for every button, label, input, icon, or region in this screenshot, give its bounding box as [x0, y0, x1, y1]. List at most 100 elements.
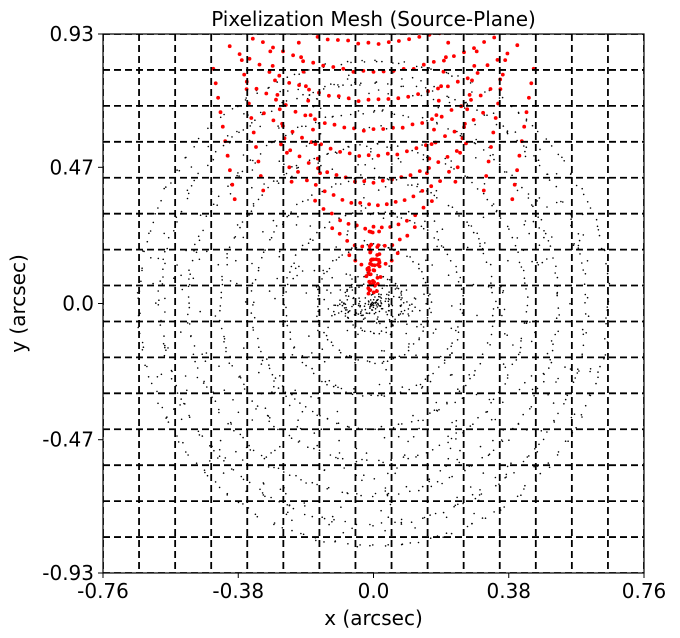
mesh-point — [424, 517, 426, 519]
mesh-point — [292, 354, 294, 356]
mesh-point — [329, 221, 331, 223]
mesh-point — [380, 125, 382, 127]
source-point — [228, 168, 232, 172]
mesh-point — [166, 248, 168, 250]
mesh-point — [377, 304, 379, 306]
source-point — [333, 123, 337, 127]
source-point — [279, 143, 283, 147]
mesh-point — [381, 350, 383, 352]
y-tick-label: -0.93 — [42, 561, 94, 585]
mesh-point — [365, 428, 367, 430]
mesh-point — [399, 356, 401, 358]
mesh-point — [342, 458, 344, 460]
mesh-point — [360, 311, 362, 313]
mesh-point — [160, 200, 162, 202]
mesh-point — [491, 287, 493, 289]
mesh-point — [564, 366, 566, 368]
mesh-point — [387, 83, 389, 85]
mesh-point — [396, 467, 398, 469]
mesh-point — [308, 69, 310, 71]
mesh-point — [342, 492, 344, 494]
mesh-point — [433, 86, 435, 88]
mesh-point — [518, 354, 520, 356]
mesh-point — [372, 525, 374, 527]
mesh-point — [461, 288, 463, 290]
mesh-point — [255, 279, 257, 281]
mesh-point — [327, 339, 329, 341]
source-point — [272, 119, 276, 123]
source-point — [446, 41, 450, 45]
mesh-point — [391, 163, 393, 165]
mesh-point — [411, 150, 413, 152]
mesh-point — [193, 146, 195, 148]
mesh-point — [538, 264, 540, 266]
mesh-point — [285, 307, 287, 309]
mesh-point — [203, 382, 205, 384]
mesh-point — [291, 166, 293, 168]
mesh-point — [385, 545, 387, 547]
mesh-point — [605, 323, 607, 325]
source-point — [489, 145, 493, 149]
mesh-point — [495, 485, 497, 487]
mesh-point — [398, 314, 400, 316]
source-point — [264, 92, 268, 96]
source-point — [436, 160, 440, 164]
mesh-point — [335, 151, 337, 153]
mesh-point — [431, 486, 433, 488]
mesh-point — [376, 306, 378, 308]
mesh-point — [376, 300, 378, 302]
source-point — [369, 230, 373, 234]
mesh-point — [164, 263, 166, 265]
mesh-point — [503, 125, 505, 127]
mesh-point — [398, 436, 400, 438]
mesh-point — [428, 295, 430, 297]
mesh-point — [556, 173, 558, 175]
mesh-point — [294, 74, 296, 76]
source-point — [401, 126, 405, 130]
mesh-point — [165, 417, 167, 419]
mesh-point — [289, 474, 291, 476]
source-point — [509, 0, 513, 4]
mesh-point — [351, 286, 353, 288]
mesh-point — [287, 504, 289, 506]
mesh-point — [221, 292, 223, 294]
mesh-point — [189, 416, 191, 418]
mesh-point — [392, 305, 394, 307]
mesh-point — [312, 516, 314, 518]
mesh-point — [354, 362, 356, 364]
mesh-point — [553, 402, 555, 404]
mesh-point — [320, 108, 322, 110]
mesh-point — [444, 362, 446, 364]
source-point — [369, 258, 373, 262]
source-point — [335, 173, 339, 177]
mesh-point — [339, 303, 341, 305]
source-point — [515, 43, 519, 47]
mesh-point — [199, 311, 201, 313]
mesh-point — [437, 481, 439, 483]
mesh-point — [432, 449, 434, 451]
mesh-point — [358, 110, 360, 112]
mesh-point — [417, 152, 419, 154]
mesh-point — [578, 233, 580, 235]
mesh-point — [350, 62, 352, 64]
mesh-point — [581, 353, 583, 355]
mesh-point — [436, 231, 438, 233]
mesh-point — [176, 169, 178, 171]
mesh-point — [327, 418, 329, 420]
mesh-point — [410, 542, 412, 544]
source-point — [362, 129, 366, 133]
mesh-point — [546, 138, 548, 140]
mesh-point — [193, 180, 195, 182]
mesh-point — [263, 494, 265, 496]
mesh-point — [425, 378, 427, 380]
mesh-point — [361, 60, 363, 62]
mesh-point — [232, 108, 234, 110]
mesh-point — [229, 246, 231, 248]
mesh-point — [438, 366, 440, 368]
mesh-point — [302, 270, 304, 272]
mesh-point — [546, 431, 548, 433]
source-point — [287, 165, 291, 169]
mesh-point — [429, 293, 431, 295]
source-point — [387, 40, 391, 44]
mesh-point — [243, 237, 245, 239]
